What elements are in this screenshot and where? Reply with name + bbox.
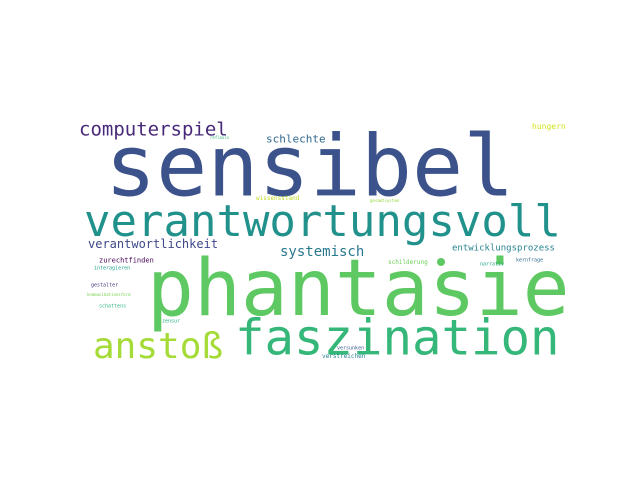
word-zensur: zensur xyxy=(162,318,181,325)
word-verstreichen: verstreichen xyxy=(322,353,366,360)
word-versunken: versunken xyxy=(337,345,365,352)
word-reflexiv: reflexiv xyxy=(210,135,230,140)
word-verantwortungsvoll: verantwortungsvoll xyxy=(84,196,561,247)
word-hungern: hungern xyxy=(532,122,566,131)
word-interagieren: interagieren xyxy=(94,265,131,272)
word-computerspiel: computerspiel xyxy=(79,118,228,141)
word-gesamtsystem: gesamtsystem xyxy=(370,198,399,203)
word-sensibel: sensibel xyxy=(105,117,515,217)
word-schlechte: schlechte xyxy=(266,132,326,146)
word-wissensstand: wissensstand xyxy=(256,195,300,202)
word-narrativ: narrativ xyxy=(480,261,505,268)
word-faszination: faszination xyxy=(235,309,560,367)
dot-mark xyxy=(437,258,445,266)
word-systemisch: systemisch xyxy=(280,244,365,260)
word-zurechtfinden: zurechtfinden xyxy=(99,256,154,265)
word-phantasie: phantasie xyxy=(147,244,570,334)
word-schilderung: schilderung xyxy=(388,259,428,266)
word-kommunikationsform: kommunikationsform xyxy=(87,292,131,297)
word-kernfrage: kernfrage xyxy=(516,257,544,264)
word-schattens: schattens xyxy=(99,303,127,310)
word-verantwortlichkeit: verantwortlichkeit xyxy=(88,237,219,251)
word-anstoss: anstoß xyxy=(93,326,224,367)
word-entwicklungsprozess: entwicklungsprozess xyxy=(452,243,555,254)
word-gestalter: gestalter xyxy=(91,282,119,289)
